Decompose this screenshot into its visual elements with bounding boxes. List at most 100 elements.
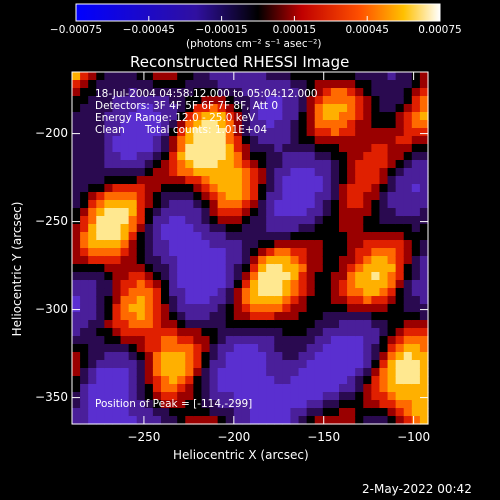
heatmap-cell xyxy=(355,328,364,337)
heatmap-cell xyxy=(306,384,316,393)
heatmap-cell xyxy=(72,88,81,97)
heatmap-cell xyxy=(330,232,340,241)
heatmap-cell xyxy=(266,128,275,137)
heatmap-cell xyxy=(144,208,154,217)
heatmap-cell xyxy=(290,200,300,209)
heatmap-cell xyxy=(363,104,372,113)
heatmap-cell xyxy=(241,80,251,89)
heatmap-cell xyxy=(355,200,364,209)
heatmap-cell xyxy=(177,104,186,113)
heatmap-cell xyxy=(387,368,397,377)
heatmap-cell xyxy=(330,352,340,361)
heatmap-cell xyxy=(241,176,251,185)
heatmap-cell xyxy=(152,200,162,209)
heatmap-cell xyxy=(371,104,381,113)
heatmap-cell xyxy=(161,304,170,313)
heatmap-cell xyxy=(80,304,89,313)
heatmap-cell xyxy=(379,264,389,273)
heatmap-cell xyxy=(379,360,389,369)
heatmap-cell xyxy=(347,360,356,369)
heatmap-cell xyxy=(201,216,211,225)
heatmap-cell xyxy=(72,376,81,385)
heatmap-cell xyxy=(80,136,89,145)
heatmap-cell xyxy=(379,368,389,377)
heatmap-cell xyxy=(201,344,211,353)
heatmap-cell xyxy=(387,216,397,225)
heatmap-cell xyxy=(363,328,372,337)
heatmap-cell xyxy=(136,296,146,305)
heatmap-cell xyxy=(144,320,154,329)
heatmap-cell xyxy=(266,192,275,201)
heatmap-cell xyxy=(395,376,405,385)
heatmap-cell xyxy=(96,136,105,145)
heatmap-cell xyxy=(403,168,413,177)
x-tick-label: −150 xyxy=(307,430,341,444)
heatmap-cell xyxy=(274,280,283,289)
heatmap-cell xyxy=(266,168,275,177)
heatmap-cell xyxy=(322,328,332,337)
heatmap-cell xyxy=(72,96,81,105)
heatmap-cell xyxy=(201,264,211,273)
heatmap-cell xyxy=(209,104,219,113)
heatmap-cell xyxy=(88,344,97,353)
heatmap-cell xyxy=(274,224,283,233)
heatmap-cell xyxy=(258,144,267,153)
heatmap-cell xyxy=(419,328,429,337)
heatmap-cell xyxy=(258,384,267,393)
heatmap-cell xyxy=(88,400,97,409)
heatmap-cell xyxy=(193,144,203,153)
heatmap-cell xyxy=(282,80,292,89)
heatmap-cell xyxy=(274,240,283,249)
heatmap-cell xyxy=(379,208,389,217)
heatmap-cell xyxy=(241,272,251,281)
heatmap-cell xyxy=(185,240,194,249)
heatmap-cell xyxy=(72,224,81,233)
heatmap-cell xyxy=(144,296,154,305)
heatmap-cell xyxy=(144,304,154,313)
heatmap-cell xyxy=(306,312,316,321)
heatmap-cell xyxy=(209,296,219,305)
heatmap-cell xyxy=(355,128,364,137)
heatmap-cell xyxy=(363,120,372,129)
heatmap-cell xyxy=(258,376,267,385)
heatmap-cell xyxy=(209,312,219,321)
heatmap-cell xyxy=(258,216,267,225)
heatmap-cell xyxy=(225,184,235,193)
heatmap-cell xyxy=(419,256,429,265)
heatmap-cell xyxy=(419,280,429,289)
heatmap-cell xyxy=(193,96,203,105)
heatmap-cell xyxy=(193,320,203,329)
colorbar-tick-label: 0.00045 xyxy=(345,24,389,36)
heatmap-cell xyxy=(339,352,348,361)
heatmap-cell xyxy=(419,224,429,233)
heatmap-cell xyxy=(419,88,429,97)
heatmap-cell xyxy=(250,344,259,353)
heatmap-cell xyxy=(169,216,178,225)
heatmap-cell xyxy=(177,152,186,161)
heatmap-cell xyxy=(411,360,421,369)
heatmap-cell xyxy=(72,80,81,89)
heatmap-cell xyxy=(395,240,405,249)
heatmap-cell xyxy=(282,208,292,217)
heatmap-cell xyxy=(322,184,332,193)
heatmap-cell xyxy=(339,136,348,145)
heatmap-cell xyxy=(411,400,421,409)
heatmap-cell xyxy=(233,224,243,233)
heatmap-cell xyxy=(306,240,316,249)
heatmap-cell xyxy=(387,240,397,249)
heatmap-cell xyxy=(371,376,381,385)
heatmap-cell xyxy=(403,280,413,289)
heatmap-cell xyxy=(241,96,251,105)
heatmap-cell xyxy=(72,368,81,377)
heatmap-cell xyxy=(282,120,292,129)
heatmap-cell xyxy=(225,104,235,113)
heatmap-cell xyxy=(330,152,340,161)
heatmap-cell xyxy=(112,296,122,305)
heatmap-cell xyxy=(395,344,405,353)
heatmap-cell xyxy=(250,144,259,153)
heatmap-cell xyxy=(250,136,259,145)
heatmap-cell xyxy=(290,144,300,153)
heatmap-cell xyxy=(80,176,89,185)
heatmap-cell xyxy=(104,352,114,361)
heatmap-cell xyxy=(104,136,114,145)
